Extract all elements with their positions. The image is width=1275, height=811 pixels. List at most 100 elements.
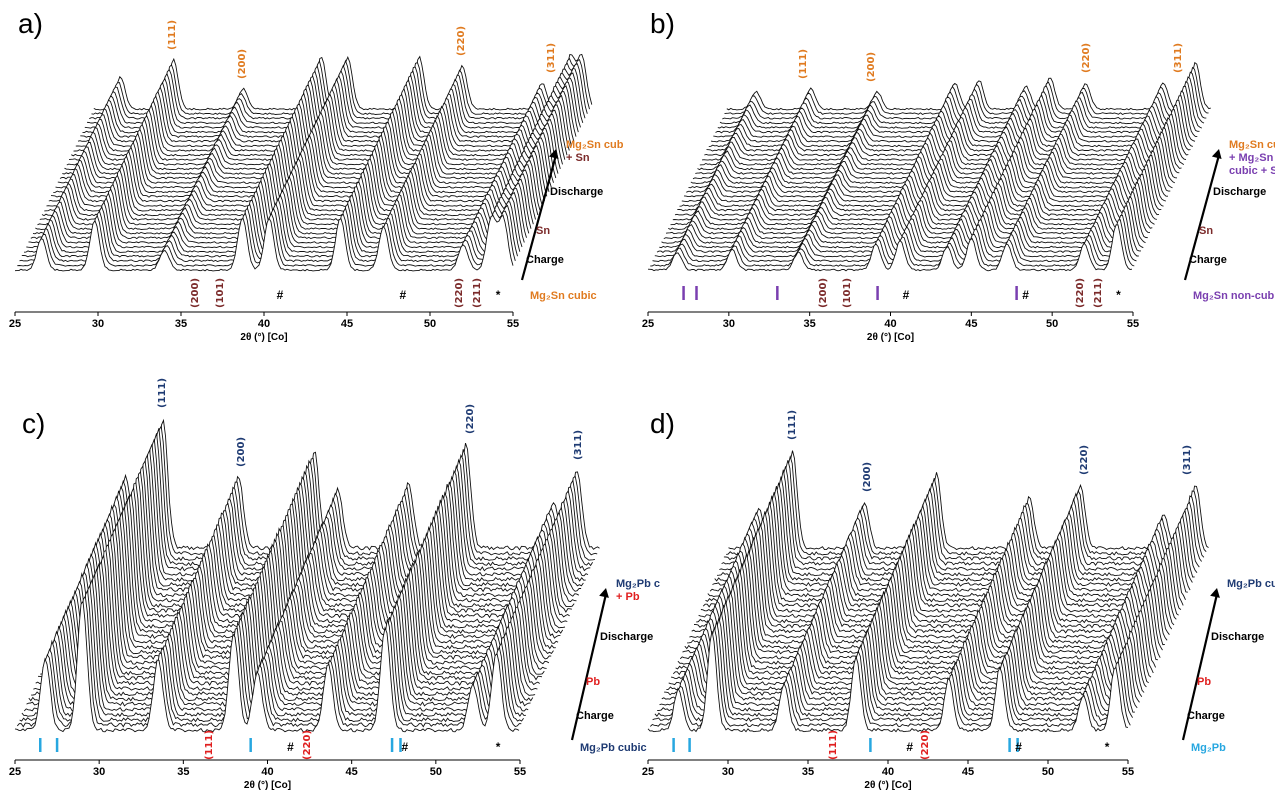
x-axis-label: 2θ (°) [Co]	[866, 332, 915, 343]
cycle-arrow	[570, 593, 608, 741]
trace-mask	[726, 62, 1211, 115]
side-annotation-top_line1: Mg₂Pb c	[616, 578, 660, 590]
xrd-trace	[702, 507, 1184, 608]
side-annotation-top_line3: cubic + Sn	[1229, 165, 1275, 177]
hkl-label-top: (220)	[1081, 42, 1093, 73]
chart-panel-d: d) 25 30 35 40 45 50 55 2θ (°) [Co] (111) (200) (22…	[635, 400, 1275, 811]
xrd-trace	[67, 482, 572, 614]
side-annotation-charge: Charge	[526, 253, 564, 266]
trace-mask	[659, 201, 1144, 253]
x-tick-label: 25	[641, 766, 655, 778]
trace-mask	[695, 127, 1180, 180]
trace-mask	[688, 141, 1173, 194]
xrd-trace	[31, 563, 536, 697]
xrd-trace	[712, 486, 1193, 587]
trace-mask	[652, 215, 1137, 267]
x-tick-label: 55	[513, 766, 527, 778]
xrd-trace	[44, 532, 550, 665]
side-annotation-mid: Sn	[536, 224, 551, 237]
xrd-trace	[657, 611, 1138, 712]
xrd-trace	[83, 444, 589, 577]
trace-mask	[717, 81, 1202, 134]
reflection-symbol: #	[399, 288, 407, 302]
side-annotation-top_line1: Mg₂Pb cubic	[1227, 578, 1275, 590]
side-annotation-mid: Sn	[1199, 224, 1214, 237]
trace-mask	[654, 210, 1139, 263]
hkl-label-bottom: (220)	[453, 277, 465, 308]
xrd-trace	[63, 492, 568, 624]
hkl-label-bottom: (101)	[842, 277, 854, 308]
side-annotation-discharge: Discharge	[1211, 630, 1265, 643]
reflection-symbol: #	[902, 288, 910, 302]
hkl-label-top: (311)	[572, 429, 584, 460]
trace-mask	[722, 72, 1207, 125]
xrd-trace	[679, 559, 1161, 660]
trace-mask	[95, 420, 600, 554]
xrd-waterfall-svg	[647, 450, 1220, 764]
arrow-head-icon	[1211, 149, 1222, 159]
trace-mask	[697, 122, 1182, 175]
x-tick-label: 25	[8, 318, 22, 330]
arrow-head-icon	[599, 588, 609, 598]
xrd-trace	[14, 214, 514, 272]
side-annotation-bottom: Mg₂Sn cubic	[530, 290, 597, 302]
x-tick-label: 40	[257, 318, 271, 330]
reflection-symbol: #	[1015, 740, 1022, 754]
cycle-arrow	[520, 154, 558, 281]
xrd-trace	[672, 574, 1154, 676]
xrd-trace	[709, 492, 1191, 592]
xrd-trace	[58, 500, 564, 634]
xrd-trace	[654, 617, 1135, 717]
hkl-label-top: (311)	[1181, 444, 1193, 475]
reflection-symbol: #	[401, 740, 409, 754]
xrd-trace	[675, 569, 1157, 671]
hkl-label-bottom: (200)	[189, 277, 201, 308]
x-tick-label: 45	[961, 766, 975, 778]
trace-mask	[15, 601, 519, 736]
xrd-trace	[37, 549, 543, 681]
xrd-trace	[649, 627, 1131, 727]
hkl-label-top: (311)	[1173, 42, 1185, 73]
side-annotation-charge: Charge	[576, 709, 614, 722]
trace-mask	[704, 109, 1189, 161]
panel-label: a)	[18, 8, 43, 39]
hkl-label-top: (111)	[156, 377, 168, 408]
hkl-label-top: (200)	[235, 436, 247, 467]
reflection-symbol: #	[906, 740, 914, 754]
xrd-trace	[693, 527, 1175, 629]
x-tick-label: 25	[641, 318, 655, 330]
side-annotation-mid: Pb	[586, 676, 601, 689]
trace-mask	[681, 155, 1166, 207]
arrow-head-icon	[548, 149, 559, 159]
xrd-trace	[51, 515, 556, 650]
panel-label: c)	[22, 408, 46, 439]
xrd-trace	[35, 553, 540, 686]
x-tick-label: 35	[801, 766, 815, 778]
xrd-trace	[700, 511, 1182, 613]
x-tick-label: 30	[722, 318, 735, 330]
xrd-trace	[721, 466, 1202, 566]
hkl-label-top: (220)	[1079, 444, 1091, 475]
side-annotation-top_line1: Mg₂Sn cubic	[1229, 139, 1275, 151]
xrd-trace	[691, 533, 1173, 634]
hkl-label-top: (111)	[798, 48, 810, 79]
hkl-label-bottom: (220)	[1075, 277, 1087, 308]
xrd-trace	[42, 538, 547, 670]
hkl-label-top: (311)	[545, 42, 557, 73]
x-tick-label: 35	[803, 318, 816, 330]
x-tick-label: 55	[1121, 766, 1135, 778]
xrd-trace	[81, 448, 586, 582]
hkl-label-bottom: (200)	[818, 277, 830, 308]
xrd-trace	[726, 454, 1207, 556]
xrd-trace	[79, 453, 584, 588]
chart-panel-c: c) 25 30 35 40 45 50 55 2θ (°) [Co] (111) (200) (22…	[0, 378, 660, 811]
xrd-trace	[70, 476, 575, 608]
xrd-trace	[60, 495, 566, 629]
xrd-trace	[33, 560, 538, 691]
xrd-trace	[705, 501, 1186, 603]
trace-mask	[724, 67, 1209, 120]
chart-panel-a: a) 25 30 35 40 45 50 55 2θ (°) [Co] (111) (200) (22…	[0, 0, 640, 360]
xrd-trace	[670, 578, 1152, 681]
hkl-label-top: (200)	[861, 461, 873, 492]
xrd-trace	[719, 469, 1200, 571]
